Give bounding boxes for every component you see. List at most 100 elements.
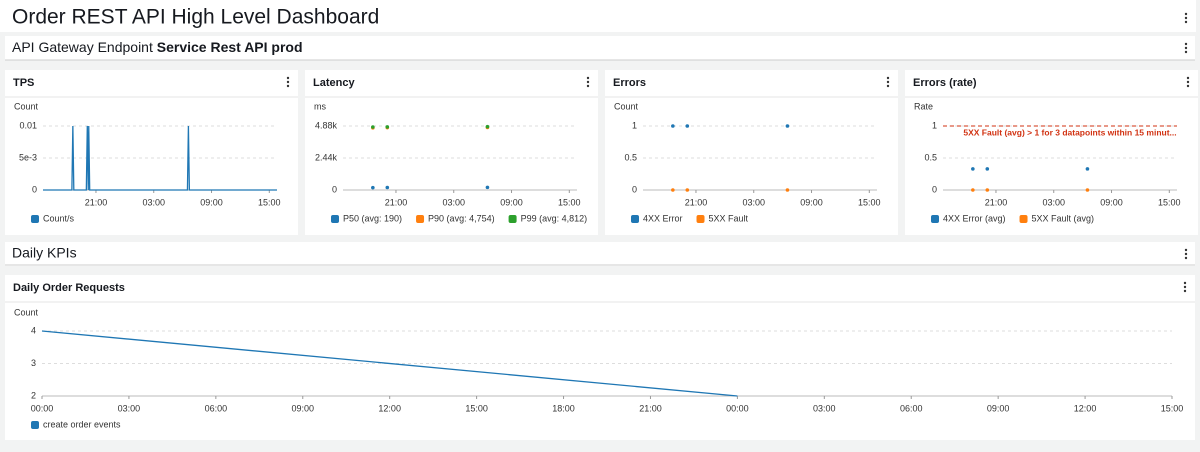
panel-title: Latency [313,77,355,89]
panel [605,70,898,235]
legend-label[interactable]: Count/s [43,213,75,223]
y-tick-label: 2.44k [315,152,338,162]
x-tick-label: 09:00 [200,197,223,207]
x-tick-label: 06:00 [900,403,923,413]
panel-menu[interactable] [1183,281,1187,293]
menu-dot [1183,289,1187,293]
section-label: API Gateway Endpoint Service Rest API pr… [12,39,303,55]
data-point [385,125,390,129]
menu-dot [1184,12,1188,16]
panel-menu[interactable] [286,76,290,88]
x-tick-label: 03:00 [813,403,836,413]
legend-label[interactable]: create order events [43,419,121,429]
x-tick-label: 12:00 [378,403,401,413]
legend-swatch[interactable] [508,215,517,223]
menu-dot [1184,50,1188,54]
x-tick-label: 03:00 [442,197,465,207]
section-label: Daily KPIs [12,245,77,261]
y-tick-label: 1 [932,120,937,130]
legend-label[interactable]: P90 (avg: 4,754) [428,213,495,223]
y-tick-label: 3 [31,358,36,368]
x-tick-label: 12:00 [1074,403,1097,413]
legend-swatch[interactable] [1019,215,1028,223]
legend-label[interactable]: P99 (avg: 4,812) [521,213,588,223]
x-tick-label: 09:00 [800,197,823,207]
x-tick-label: 15:00 [1161,403,1184,413]
x-tick-label: 18:00 [552,403,575,413]
x-tick-label: 15:00 [558,197,581,207]
panel-menu[interactable] [1184,12,1188,24]
legend-label[interactable]: 4XX Error (avg) [943,213,1006,223]
data-point [785,188,790,192]
menu-dot [286,76,290,80]
legend-label[interactable]: 5XX Fault [709,213,749,223]
menu-dot [1184,46,1188,50]
data-point [371,125,375,129]
legend-swatch[interactable] [31,215,39,223]
menu-dot [886,76,890,80]
menu-dot [586,84,590,88]
legend-label[interactable]: 5XX Fault (avg) [1032,213,1095,223]
legend-label[interactable]: 4XX Error [643,213,683,223]
y-axis-label: Count [614,101,639,111]
series-line [41,330,738,397]
panel [905,70,1198,235]
y-tick-label: 0 [32,184,37,194]
series-line [43,125,277,191]
x-tick-label: 09:00 [1100,197,1123,207]
x-tick-label: 21:00 [685,197,708,207]
panel [5,70,298,235]
dashboard-title: Order REST API High Level Dashboard [12,6,379,29]
data-point [985,167,990,171]
legend-label[interactable]: P50 (avg: 190) [343,213,402,223]
panel-menu[interactable] [586,76,590,88]
panel-title: Errors [613,77,646,89]
y-tick-label: 0.5 [624,152,637,162]
panel-menu[interactable] [1186,76,1190,88]
panel-menu[interactable] [1184,248,1188,260]
data-point [971,188,975,192]
section-bar [5,242,1195,266]
x-tick-label: 00:00 [726,403,749,413]
legend-swatch[interactable] [331,215,339,223]
panel [5,275,1195,440]
y-tick-label: 2 [31,390,36,400]
menu-dot [1186,84,1190,88]
x-tick-label: 09:00 [292,403,315,413]
legend-swatch[interactable] [416,215,425,223]
y-axis-label: Count [14,101,39,111]
legend-swatch[interactable] [631,215,639,223]
section-name: Service Rest API prod [157,39,303,55]
section-label-text: API Gateway Endpoint [12,39,153,55]
x-tick-label: 21:00 [639,403,662,413]
data-point [485,124,490,129]
legend-swatch[interactable] [696,215,705,223]
menu-dot [586,80,590,84]
y-axis-label: Count [14,307,39,317]
panel-title: Errors (rate) [913,77,977,89]
data-point [485,185,490,190]
menu-dot [1184,256,1188,260]
menu-dot [286,84,290,88]
x-tick-label: 09:00 [987,403,1010,413]
data-point [785,124,790,128]
menu-dot [1184,248,1188,252]
menu-dot [286,80,290,84]
panel-menu[interactable] [886,76,890,88]
legend-swatch[interactable] [931,215,939,223]
data-point [371,185,375,190]
data-point [671,188,675,192]
panel-menu[interactable] [1184,42,1188,54]
menu-dot [1186,76,1190,80]
y-axis-label: ms [314,101,326,111]
panel-title: Daily Order Requests [13,282,125,294]
legend-swatch[interactable] [31,421,39,429]
x-tick-label: 00:00 [31,403,54,413]
menu-dot [1184,42,1188,46]
data-point [685,124,690,128]
x-tick-label: 21:00 [985,197,1008,207]
menu-dot [586,76,590,80]
x-tick-label: 21:00 [85,197,108,207]
panel-title: TPS [13,77,34,89]
